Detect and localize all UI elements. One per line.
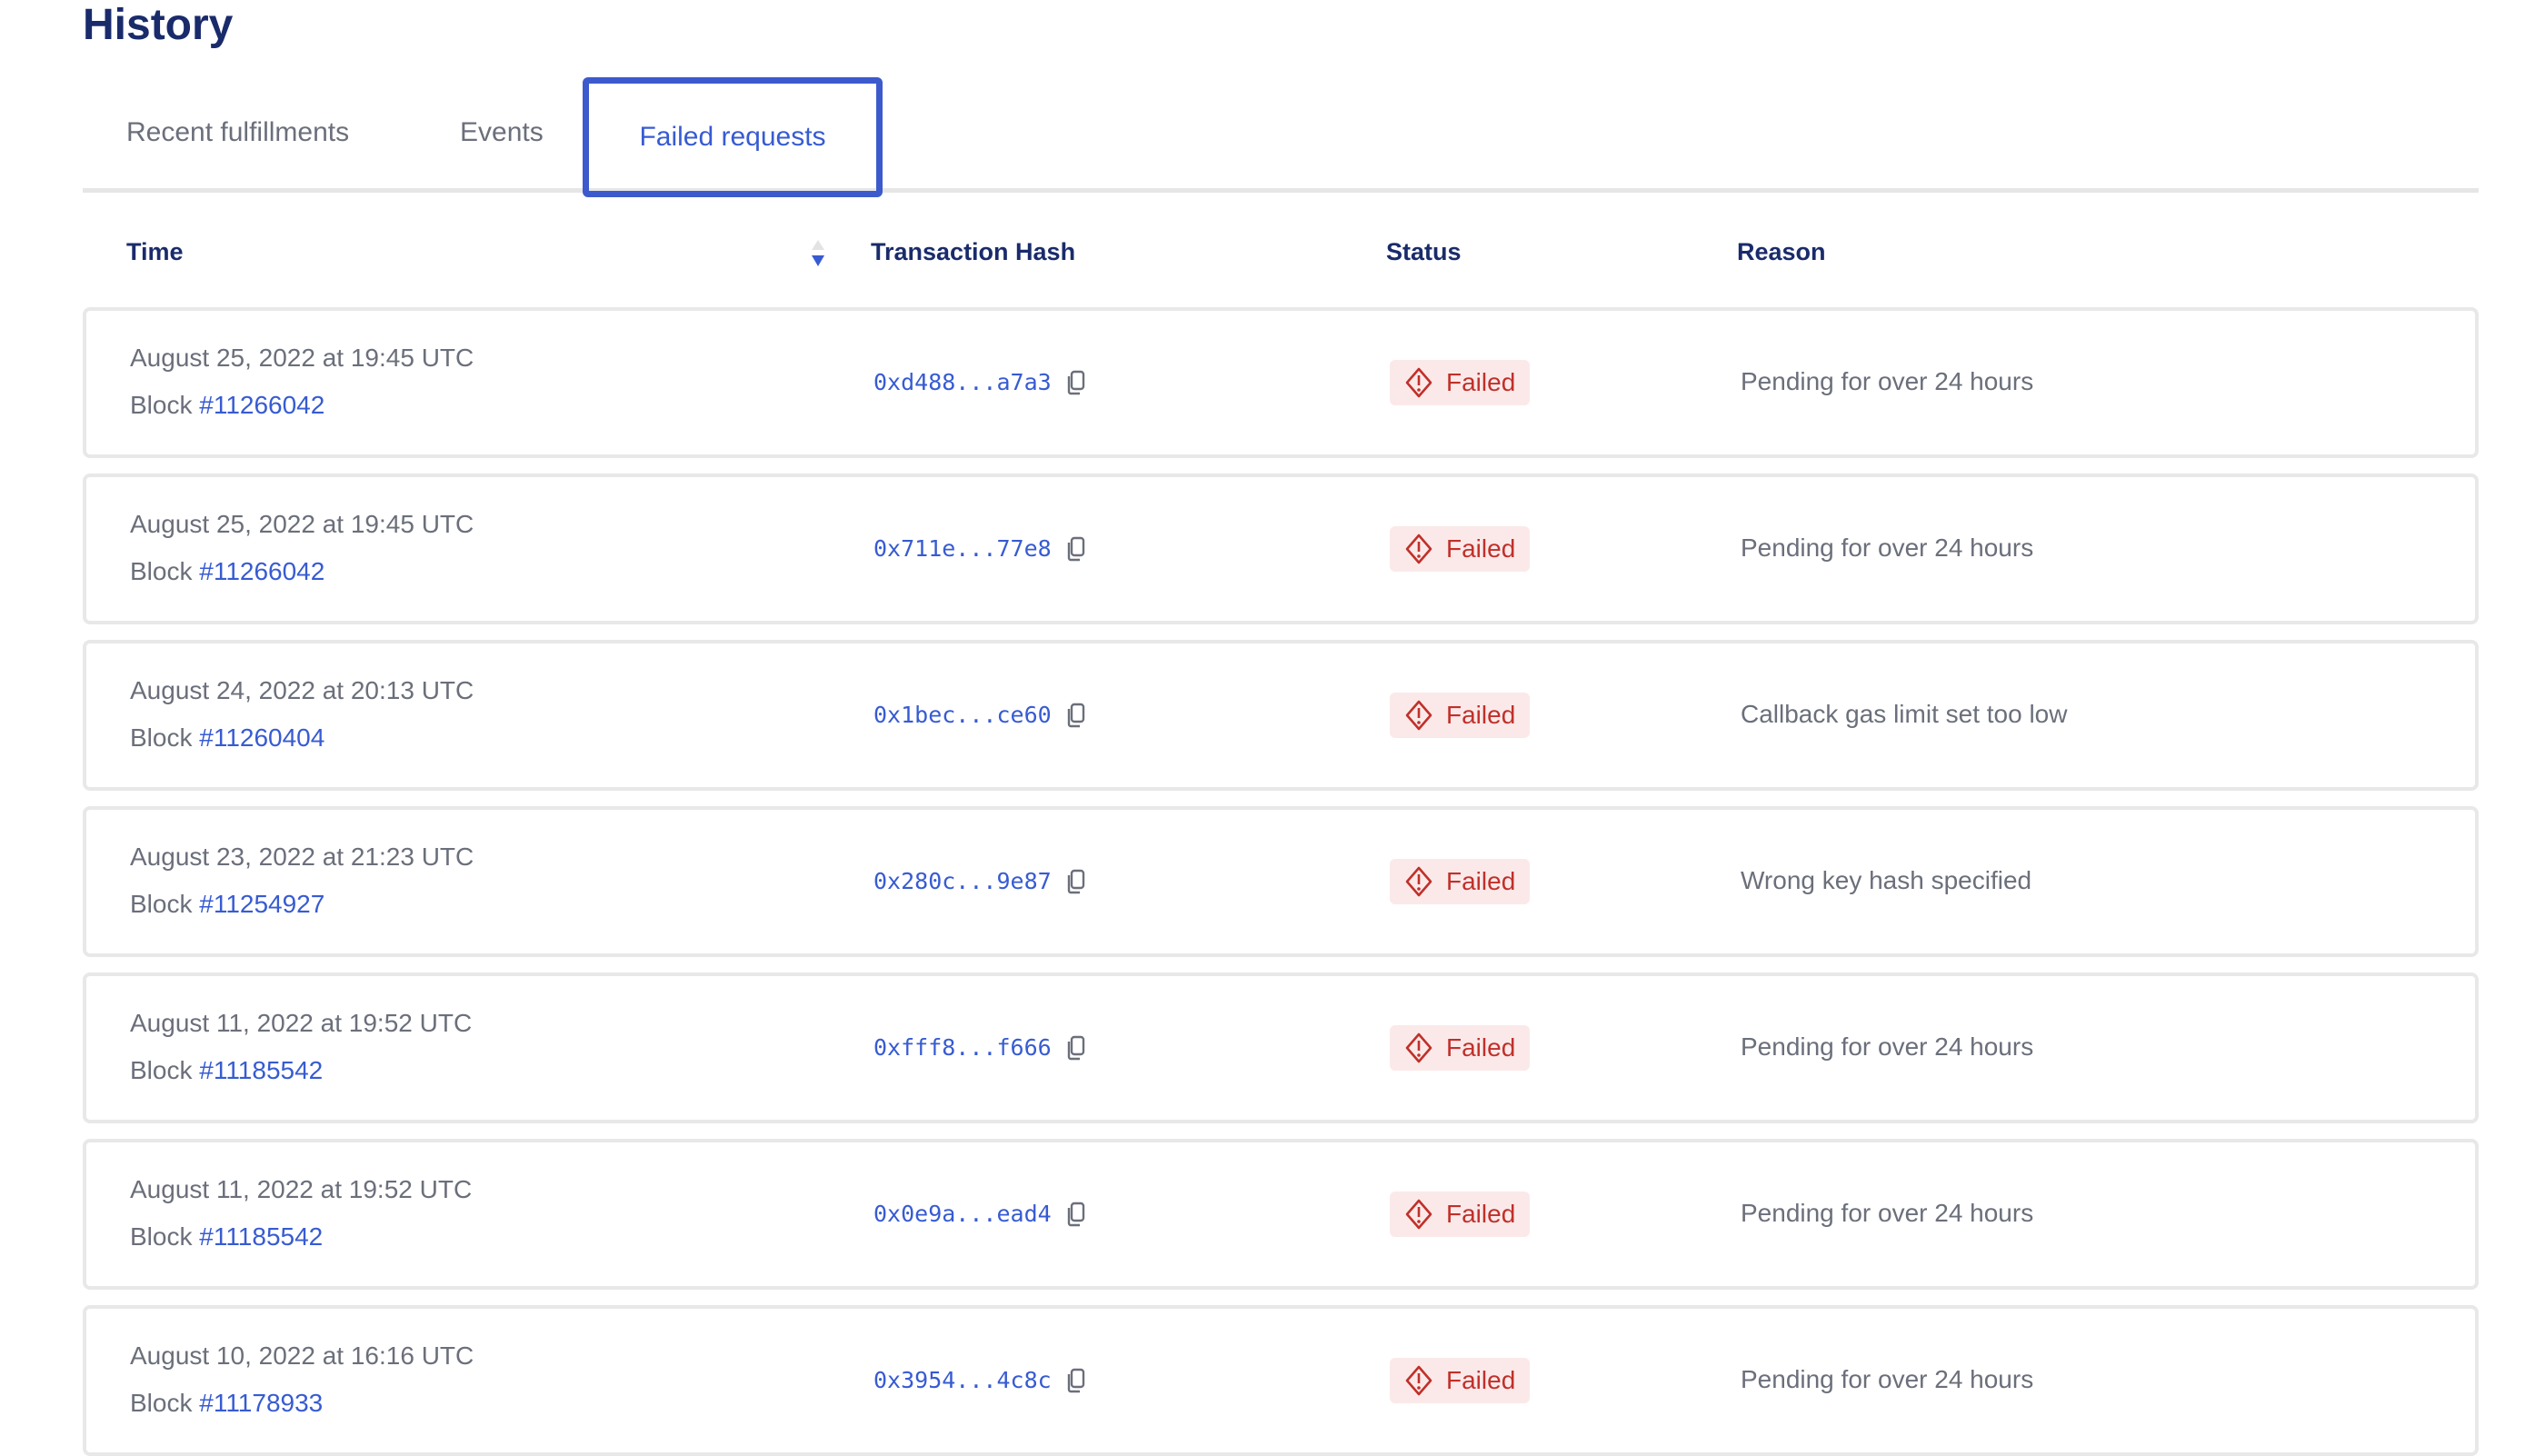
request-time: August 25, 2022 at 19:45 UTC (130, 344, 474, 372)
block-link[interactable]: #11185542 (199, 1056, 324, 1084)
column-header-reason: Reason (1737, 238, 1826, 265)
column-header-time[interactable]: Time (126, 238, 184, 265)
table-row: August 11, 2022 at 19:52 UTC Block #1118… (83, 1139, 2479, 1290)
block-label: Block (130, 1222, 193, 1251)
status-badge: Failed (1390, 1025, 1531, 1071)
table-row: August 25, 2022 at 19:45 UTC Block #1126… (83, 474, 2479, 624)
warning-diamond-icon (1405, 700, 1432, 731)
status-text: Failed (1446, 368, 1516, 396)
block-label: Block (130, 723, 193, 752)
block-link[interactable]: #11266042 (199, 391, 325, 419)
transaction-hash-link[interactable]: 0xd488...a7a3 (873, 369, 1052, 395)
transaction-hash-link[interactable]: 0x3954...4c8c (873, 1367, 1052, 1393)
status-text: Failed (1446, 534, 1516, 563)
block-info: Block #11266042 (130, 391, 324, 420)
transaction-hash: 0x280c...9e87 (873, 868, 1086, 894)
table-row: August 24, 2022 at 20:13 UTC Block #1126… (83, 640, 2479, 791)
status-badge: Failed (1390, 526, 1531, 572)
block-label: Block (130, 1389, 193, 1417)
tab-failed-requests[interactable]: Failed requests (583, 77, 883, 197)
block-label: Block (130, 391, 193, 419)
failure-reason: Pending for over 24 hours (1741, 367, 2034, 395)
request-time: August 23, 2022 at 21:23 UTC (130, 843, 474, 871)
status-text: Failed (1446, 867, 1516, 895)
status-badge: Failed (1390, 1358, 1531, 1403)
status-text: Failed (1446, 701, 1516, 729)
transaction-hash: 0xd488...a7a3 (873, 369, 1086, 395)
failure-reason: Pending for over 24 hours (1741, 1365, 2034, 1393)
transaction-hash: 0xfff8...f666 (873, 1034, 1086, 1061)
warning-diamond-icon (1405, 1365, 1432, 1396)
warning-diamond-icon (1405, 1199, 1432, 1230)
block-label: Block (130, 557, 193, 585)
request-time: August 11, 2022 at 19:52 UTC (130, 1009, 473, 1037)
failure-reason: Callback gas limit set too low (1741, 700, 2068, 728)
transaction-hash: 0x711e...77e8 (873, 535, 1086, 562)
failure-reason: Pending for over 24 hours (1741, 1032, 2034, 1061)
sort-descending-icon[interactable] (810, 238, 826, 269)
transaction-hash: 0x3954...4c8c (873, 1367, 1086, 1393)
block-link[interactable]: #11185542 (199, 1222, 324, 1251)
block-info: Block #11185542 (130, 1056, 323, 1085)
column-header-status: Status (1386, 238, 1462, 265)
transaction-hash-link[interactable]: 0x280c...9e87 (873, 868, 1052, 894)
block-link[interactable]: #11260404 (199, 723, 325, 752)
request-time: August 25, 2022 at 19:45 UTC (130, 510, 474, 538)
column-header-transaction-hash: Transaction Hash (871, 238, 1076, 265)
transaction-hash: 0x0e9a...ead4 (873, 1201, 1086, 1227)
block-label: Block (130, 1056, 193, 1084)
status-badge: Failed (1390, 1192, 1531, 1237)
block-info: Block #11254927 (130, 890, 324, 919)
request-time: August 10, 2022 at 16:16 UTC (130, 1341, 474, 1370)
request-time: August 24, 2022 at 20:13 UTC (130, 676, 474, 704)
transaction-hash-link[interactable]: 0x0e9a...ead4 (873, 1201, 1052, 1227)
status-badge: Failed (1390, 360, 1531, 405)
table-row: August 25, 2022 at 19:45 UTC Block #1126… (83, 307, 2479, 458)
tab-bar: Recent fulfillments Events Failed reques… (83, 77, 2479, 197)
block-info: Block #11185542 (130, 1222, 323, 1252)
status-badge: Failed (1390, 859, 1531, 904)
page-title: History (83, 1, 234, 49)
copy-icon[interactable] (1066, 370, 1086, 395)
transaction-hash-link[interactable]: 0xfff8...f666 (873, 1034, 1052, 1061)
transaction-hash: 0x1bec...ce60 (873, 702, 1086, 728)
status-text: Failed (1446, 1366, 1516, 1394)
warning-diamond-icon (1405, 534, 1432, 564)
status-text: Failed (1446, 1033, 1516, 1062)
copy-icon[interactable] (1066, 1368, 1086, 1393)
warning-diamond-icon (1405, 866, 1432, 897)
block-link[interactable]: #11178933 (199, 1389, 324, 1417)
block-link[interactable]: #11266042 (199, 557, 325, 585)
block-info: Block #11260404 (130, 723, 324, 753)
tab-events[interactable]: Events (460, 117, 544, 147)
block-link[interactable]: #11254927 (199, 890, 325, 918)
warning-diamond-icon (1405, 367, 1432, 398)
tab-recent-fulfillments[interactable]: Recent fulfillments (126, 117, 350, 147)
table-row: August 23, 2022 at 21:23 UTC Block #1125… (83, 806, 2479, 957)
copy-icon[interactable] (1066, 1202, 1086, 1227)
request-time: August 11, 2022 at 19:52 UTC (130, 1175, 473, 1203)
transaction-hash-link[interactable]: 0x711e...77e8 (873, 535, 1052, 562)
failure-reason: Pending for over 24 hours (1741, 1199, 2034, 1227)
status-badge: Failed (1390, 693, 1531, 738)
copy-icon[interactable] (1066, 703, 1086, 728)
block-info: Block #11178933 (130, 1389, 323, 1418)
block-info: Block #11266042 (130, 557, 324, 586)
copy-icon[interactable] (1066, 536, 1086, 562)
failure-reason: Pending for over 24 hours (1741, 534, 2034, 562)
table-row: August 11, 2022 at 19:52 UTC Block #1118… (83, 972, 2479, 1123)
warning-diamond-icon (1405, 1032, 1432, 1063)
copy-icon[interactable] (1066, 869, 1086, 894)
transaction-hash-link[interactable]: 0x1bec...ce60 (873, 702, 1052, 728)
failure-reason: Wrong key hash specified (1741, 866, 2032, 894)
status-text: Failed (1446, 1200, 1516, 1228)
block-label: Block (130, 890, 193, 918)
copy-icon[interactable] (1066, 1035, 1086, 1061)
table-row: August 10, 2022 at 16:16 UTC Block #1117… (83, 1305, 2479, 1456)
